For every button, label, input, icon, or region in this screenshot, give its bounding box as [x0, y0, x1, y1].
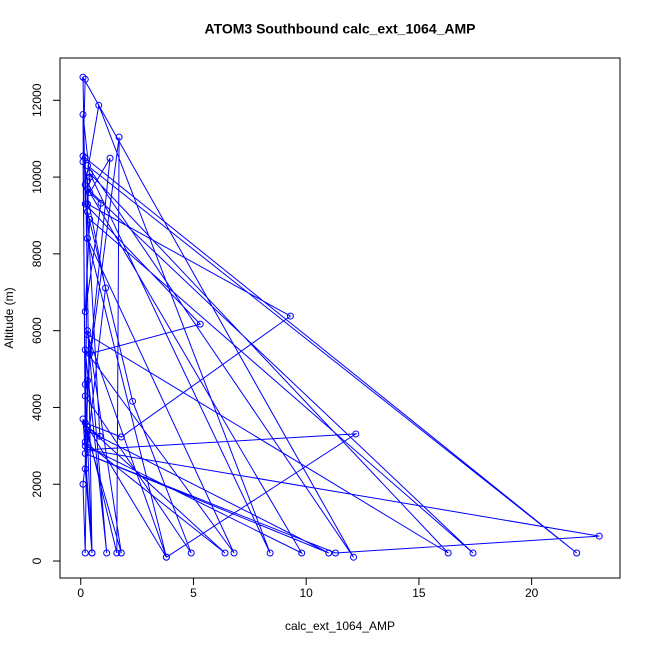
data-point: [106, 154, 114, 162]
data-point: [81, 549, 89, 557]
data-point: [350, 553, 358, 561]
data-point: [84, 377, 92, 385]
data-point: [84, 185, 92, 193]
data-point: [196, 320, 204, 328]
data-point: [84, 423, 92, 431]
data-point: [81, 307, 89, 315]
data-point: [79, 152, 87, 160]
plot-box: [59, 57, 621, 579]
x-tick-label: 20: [525, 586, 539, 600]
data-point: [573, 549, 581, 557]
data-point: [86, 169, 94, 177]
data-point: [81, 75, 89, 83]
data-point: [221, 549, 229, 557]
data-point: [86, 173, 94, 181]
data-point: [230, 549, 238, 557]
data-point: [81, 392, 89, 400]
data-point: [81, 450, 89, 458]
y-axis-title: Altitude (m): [2, 287, 16, 348]
x-tick-label: 10: [300, 586, 314, 600]
data-point: [286, 312, 294, 320]
data-point: [95, 101, 103, 109]
data-point: [444, 549, 452, 557]
data-point: [86, 188, 94, 196]
data-point: [298, 549, 306, 557]
y-tick-label: 10000: [30, 160, 44, 194]
data-point: [117, 433, 125, 441]
data-point: [81, 442, 89, 450]
data-point: [81, 181, 89, 189]
data-point: [352, 430, 360, 438]
data-point: [84, 208, 92, 216]
data-point: [162, 553, 170, 561]
data-point: [81, 380, 89, 388]
data-point: [79, 73, 87, 81]
data-point: [84, 162, 92, 170]
data-point: [113, 549, 121, 557]
x-tick-label: 0: [77, 586, 84, 600]
data-point: [103, 549, 111, 557]
data-point: [115, 133, 123, 141]
data-point: [595, 532, 603, 540]
data-point: [88, 549, 96, 557]
data-point: [84, 331, 92, 339]
data-point: [84, 177, 92, 185]
data-point: [79, 111, 87, 119]
data-point: [84, 200, 92, 208]
data-point: [81, 438, 89, 446]
data-point: [84, 327, 92, 335]
y-tick-label: 4000: [30, 394, 44, 421]
data-point: [84, 426, 92, 434]
data-point: [81, 154, 89, 162]
data-point: [79, 415, 87, 423]
data-line: [82, 77, 600, 559]
data-point: [325, 549, 333, 557]
data-point: [117, 549, 125, 557]
data-point: [86, 215, 94, 223]
data-point: [469, 549, 477, 557]
y-tick-label: 2000: [30, 471, 44, 498]
data-point: [96, 432, 104, 440]
data-point: [129, 397, 137, 405]
data-point: [81, 419, 89, 427]
y-tick-label: 12000: [30, 83, 44, 117]
x-tick-label: 15: [412, 586, 426, 600]
x-axis-title: calc_ext_1064_AMP: [285, 619, 395, 633]
data-point: [187, 549, 195, 557]
data-point: [84, 446, 92, 454]
data-point: [86, 350, 94, 358]
data-point: [81, 200, 89, 208]
data-point: [102, 284, 110, 292]
data-point: [79, 480, 87, 488]
data-point: [81, 465, 89, 473]
y-tick-label: 6000: [30, 317, 44, 344]
y-tick-label: 0: [30, 557, 44, 564]
chart-title: ATOM3 Southbound calc_ext_1064_AMP: [205, 21, 476, 37]
data-point: [84, 235, 92, 243]
data-point: [331, 549, 339, 557]
data-point: [97, 199, 105, 207]
data-point: [81, 346, 89, 354]
y-tick-label: 8000: [30, 240, 44, 267]
x-tick-label: 5: [190, 586, 197, 600]
data-point: [266, 549, 274, 557]
